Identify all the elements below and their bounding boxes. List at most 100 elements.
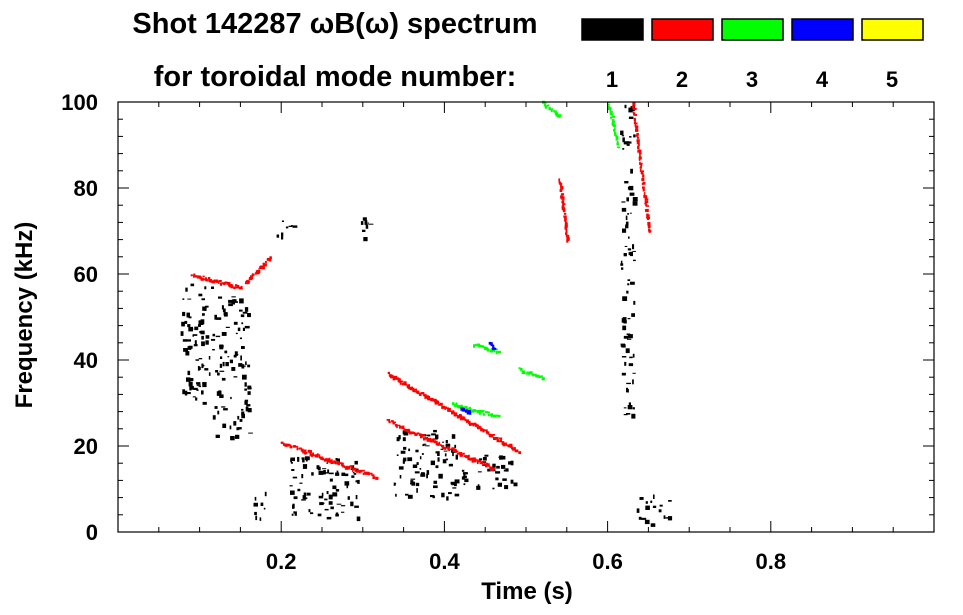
mode-1-region-9-speck bbox=[260, 502, 264, 506]
mode-1-region-1-speck bbox=[233, 376, 238, 378]
mode-2-ridge-6-speck bbox=[641, 178, 644, 181]
mode-1-region-1-speck bbox=[241, 364, 245, 369]
mode-1-region-3-speck bbox=[426, 473, 428, 479]
mode-2-ridge-6-speck bbox=[643, 192, 646, 196]
mode-1-region-4-speck bbox=[502, 478, 507, 481]
mode-3-ridge-0-speck bbox=[476, 411, 481, 414]
mode-2-ridge-0-speck bbox=[321, 456, 324, 460]
mode-2-ridge-0-speck bbox=[328, 457, 331, 461]
mode-2-ridge-0-speck bbox=[358, 471, 361, 474]
mode-2-ridge-0-speck bbox=[305, 451, 308, 454]
mode-1-region-2-speck bbox=[330, 506, 334, 510]
mode-2-ridge-0-speck bbox=[348, 465, 350, 469]
mode-2-ridge-6-speck bbox=[637, 136, 640, 139]
mode-1-region-8-speck bbox=[652, 505, 657, 508]
mode-2-ridge-0-speck bbox=[351, 466, 353, 469]
mode-1-region-0-speck bbox=[186, 339, 191, 342]
mode-2-ridge-4-speck bbox=[265, 260, 267, 263]
mode-1-region-4-speck bbox=[463, 483, 466, 486]
mode-3-ridge-4-speck bbox=[544, 105, 547, 109]
mode-1-region-0-speck bbox=[196, 382, 201, 385]
mode-2-ridge-3-speck bbox=[193, 273, 196, 277]
mode-2-ridge-3-speck bbox=[233, 286, 236, 290]
mode-1-region-3-speck bbox=[412, 464, 418, 468]
mode-1-region-6-speck bbox=[281, 232, 284, 237]
mode-1-region-1-speck bbox=[244, 388, 247, 391]
mode-2-ridge-0-speck bbox=[372, 474, 375, 478]
mode-1-region-2-speck bbox=[303, 492, 307, 497]
mode-3-ridge-0-speck bbox=[490, 415, 493, 418]
mode-1-region-9-speck bbox=[263, 507, 266, 510]
legend-swatch-3 bbox=[721, 18, 784, 41]
mode-2-ridge-6-speck bbox=[635, 134, 638, 137]
mode-3-ridge-3-speck bbox=[614, 132, 617, 135]
mode-1-region-3-speck bbox=[425, 445, 430, 447]
mode-2-ridge-1-speck bbox=[477, 427, 480, 430]
mode-1-region-2-speck bbox=[323, 470, 326, 475]
mode-1-region-3-speck bbox=[414, 471, 420, 474]
mode-1-region-7-speck bbox=[632, 379, 634, 385]
mode-1-region-2-speck bbox=[297, 456, 300, 462]
mode-1-region-7-speck bbox=[628, 236, 630, 239]
mode-1-region-7-speck bbox=[632, 407, 635, 410]
mode-2-ridge-2-speck bbox=[403, 428, 406, 431]
mode-2-ridge-6-speck bbox=[645, 209, 649, 212]
mode-1-region-2-speck bbox=[354, 468, 359, 472]
mode-2-ridge-1-speck bbox=[433, 399, 438, 403]
mode-1-region-0-speck bbox=[194, 340, 197, 345]
mode-1-region-6-speck bbox=[288, 225, 293, 227]
mode-1-region-3-speck bbox=[454, 444, 457, 448]
mode-1-region-3-speck bbox=[416, 488, 418, 493]
mode-1-region-3-speck bbox=[454, 479, 460, 484]
mode-1-region-7-speck bbox=[632, 250, 636, 252]
mode-1-region-0-speck bbox=[195, 397, 198, 401]
mode-1-region-4-speck bbox=[510, 479, 514, 484]
mode-2-ridge-1-speck bbox=[404, 383, 407, 386]
mode-2-ridge-6-speck bbox=[633, 107, 637, 111]
mode-1-region-0-speck bbox=[202, 306, 207, 311]
mode-2-ridge-4-speck bbox=[258, 269, 260, 273]
mode-1-region-2-speck bbox=[350, 501, 354, 507]
mode-2-ridge-0-speck bbox=[361, 469, 365, 472]
plot-frame bbox=[117, 101, 935, 533]
series-mode-4 bbox=[460, 341, 497, 415]
mode-4-ridge-0-speck bbox=[467, 410, 471, 414]
mode-2-ridge-2-speck bbox=[468, 454, 470, 458]
mode-3-ridge-3-speck bbox=[613, 130, 616, 133]
mode-2-ridge-0-speck bbox=[355, 470, 359, 473]
mode-2-ridge-5-speck bbox=[560, 186, 564, 190]
mode-3-ridge-2-speck bbox=[525, 372, 528, 375]
mode-1-region-7-speck bbox=[621, 356, 627, 358]
mode-2-ridge-6-speck bbox=[648, 230, 651, 233]
mode-1-region-2-speck bbox=[336, 470, 339, 475]
mode-1-region-1-speck bbox=[221, 305, 224, 310]
mode-1-region-1-speck bbox=[214, 406, 218, 409]
mode-2-ridge-0-speck bbox=[317, 453, 319, 456]
mode-2-ridge-1-speck bbox=[395, 377, 400, 379]
mode-2-ridge-6-speck bbox=[644, 198, 649, 201]
mode-1-region-0-speck bbox=[196, 389, 199, 391]
mode-1-region-3-speck bbox=[436, 436, 438, 440]
mode-2-ridge-0-speck bbox=[341, 462, 344, 466]
mode-2-ridge-1-speck bbox=[423, 394, 427, 397]
mode-1-region-2-speck bbox=[291, 513, 294, 516]
mode-2-ridge-1-speck bbox=[489, 434, 493, 438]
mode-1-region-3-speck bbox=[451, 484, 455, 486]
mode-1-region-0-speck bbox=[205, 340, 209, 345]
mode-2-ridge-3-speck bbox=[221, 282, 225, 285]
mode-2-ridge-4-speck bbox=[248, 280, 250, 284]
mode-1-region-8-speck bbox=[650, 523, 656, 527]
mode-2-ridge-1-speck bbox=[430, 397, 434, 400]
mode-1-region-3-speck bbox=[445, 440, 448, 444]
mode-1-region-0-speck bbox=[186, 312, 190, 318]
mode-2-ridge-2-speck bbox=[489, 466, 492, 470]
mode-1-region-7-speck bbox=[623, 414, 628, 416]
mode-1-region-3-speck bbox=[444, 453, 447, 457]
mode-3-ridge-1-speck bbox=[478, 344, 482, 347]
mode-2-ridge-0-speck bbox=[357, 470, 361, 473]
mode-2-ridge-1-speck bbox=[444, 406, 448, 409]
mode-1-region-0-speck bbox=[190, 327, 194, 331]
mode-2-ridge-6-speck bbox=[638, 149, 642, 153]
mode-1-region-4-speck bbox=[513, 482, 518, 487]
mode-1-region-1-speck bbox=[235, 332, 238, 335]
